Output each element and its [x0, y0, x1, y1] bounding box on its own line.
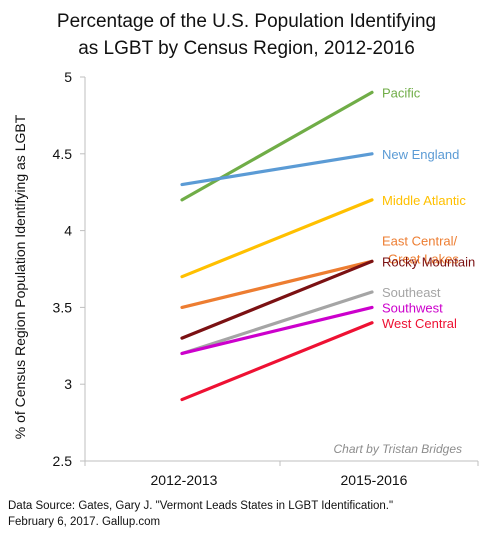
series-label-new-england: New England: [382, 147, 459, 162]
y-tick-label: 5: [64, 69, 72, 85]
chart-title-line-1: Percentage of the U.S. Population Identi…: [56, 11, 437, 32]
series-label-pacific: Pacific: [382, 85, 421, 100]
series-lines: [180, 90, 374, 402]
series-line-east-central-great-lakes: [180, 259, 374, 309]
x-tick-label: 2015-2016: [341, 472, 408, 488]
source-line-2: February 6, 2017. Gallup.com: [8, 516, 161, 528]
series-line-rocky-mountain: [180, 259, 374, 340]
series-line-southwest: [180, 305, 374, 356]
series-label-rocky-mountain: Rocky Mountain: [382, 254, 475, 269]
chart-title-line-2: as LGBT by Census Region, 2012-2016: [78, 38, 415, 59]
series-line-middle-atlantic: [180, 198, 374, 279]
series-line-new-england: [180, 152, 374, 187]
y-tick-label: 3.5: [53, 299, 73, 315]
series-label-southwest: Southwest: [382, 300, 443, 315]
chart-title: Percentage of the U.S. Population Identi…: [0, 8, 493, 62]
y-tick-label: 2.5: [53, 453, 73, 469]
y-tick-label: 4: [64, 223, 72, 239]
series-label-east-central-great-lakes: East Central/: [382, 233, 458, 248]
series-label-east-central-great-lakes: Great Lakes: [388, 251, 459, 266]
data-source-note: Data Source: Gates, Gary J. "Vermont Lea…: [8, 498, 488, 530]
y-tick-label: 4.5: [53, 146, 73, 162]
x-tick-label: 2012-2013: [151, 472, 218, 488]
chart-credit: Chart by Tristan Bridges: [334, 442, 463, 456]
axes: 2.5 3 3.5 4 4.5 5 2012-2013 2015-2016 % of Censu…: [12, 69, 479, 488]
series-line-southeast: [180, 290, 374, 356]
series-line-west-central: [180, 321, 374, 402]
series-labels: Pacific New England Middle Atlantic East Ce…: [382, 85, 475, 330]
series-label-southeast: Southeast: [382, 285, 441, 300]
series-line-pacific: [180, 90, 374, 202]
source-line-1: Data Source: Gates, Gary J. "Vermont Lea…: [8, 500, 394, 512]
y-axis-title: % of Census Region Population Identifyin…: [12, 114, 28, 439]
y-tick-label: 3: [64, 376, 72, 392]
series-label-middle-atlantic: Middle Atlantic: [382, 193, 466, 208]
series-label-west-central: West Central: [382, 316, 457, 331]
